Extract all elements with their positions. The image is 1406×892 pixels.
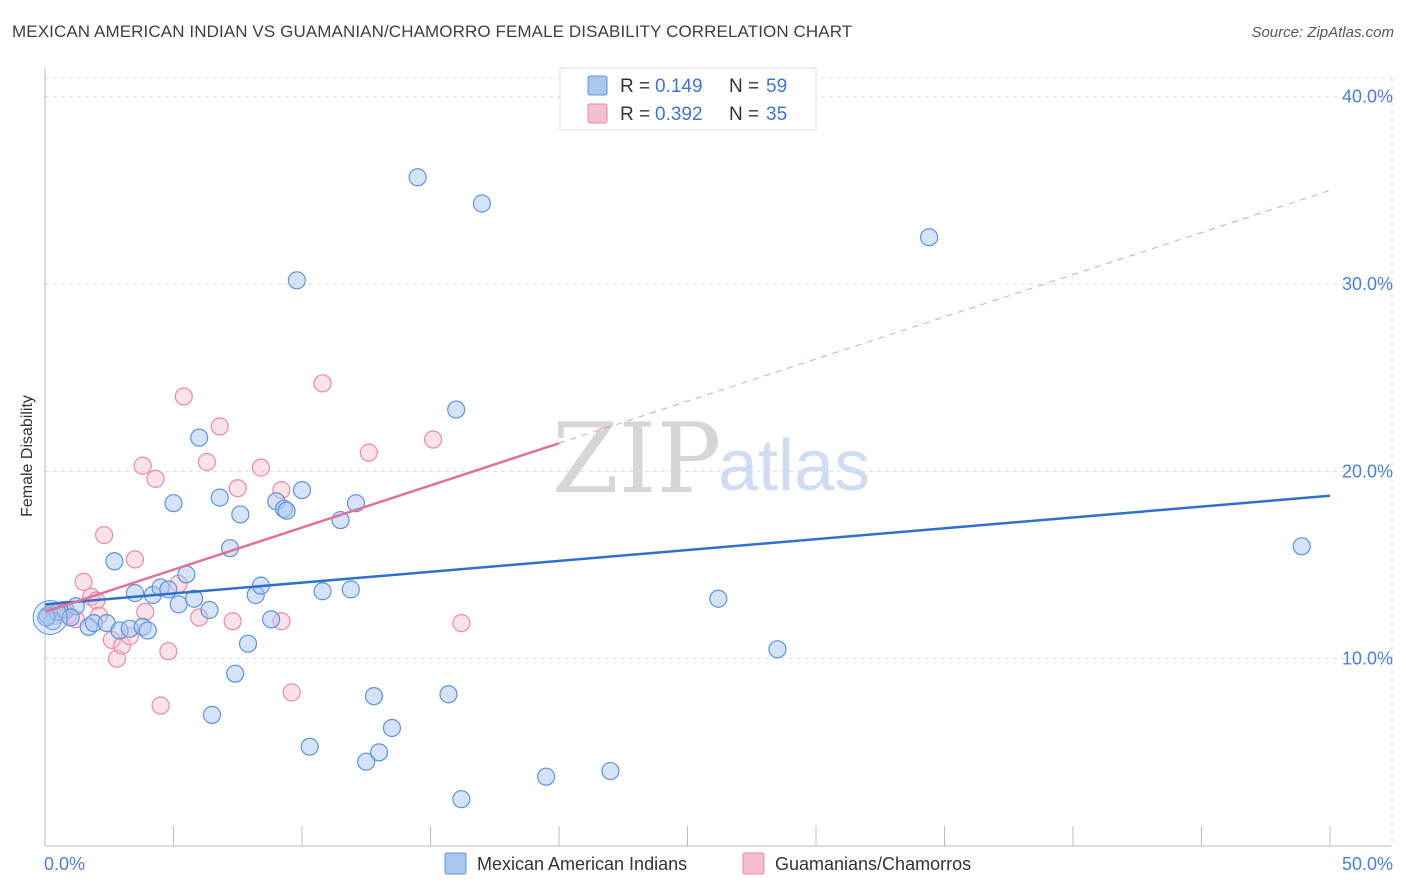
- data-point-mexican-american-indian: [105, 552, 124, 571]
- data-point-guamanian: [133, 456, 152, 475]
- legend-n-label: N =: [729, 104, 759, 125]
- data-point-mexican-american-indian: [768, 640, 787, 659]
- data-point-guamanian: [423, 430, 443, 449]
- data-point-mexican-american-indian: [292, 480, 312, 500]
- y-tick-label: 30.0%: [1342, 274, 1393, 294]
- data-point-mexican-american-indian: [262, 610, 281, 629]
- legend-swatch-blue: [587, 75, 608, 96]
- data-point-mexican-american-indian: [341, 580, 360, 599]
- x-tick-labels: 0.0% 50.0%: [44, 854, 1393, 874]
- data-point-mexican-american-indian: [439, 685, 458, 704]
- bottom-legend-label-pink: Guamanians/Chamorros: [775, 854, 971, 874]
- bottom-legend-swatch-blue: [444, 852, 467, 875]
- data-point-mexican-american-indian: [287, 271, 306, 290]
- y-tick-labels: 10.0% 20.0% 30.0% 40.0%: [1342, 87, 1393, 669]
- data-point-guamanian: [251, 458, 270, 477]
- trend-lines: [44, 189, 1331, 614]
- data-point-guamanian: [228, 479, 247, 498]
- legend-swatch-pink: [587, 103, 608, 124]
- data-point-mexican-american-indian: [37, 608, 56, 627]
- legend-n-value: 59: [766, 76, 787, 97]
- data-point-mexican-american-indian: [277, 501, 296, 520]
- data-point-guamanian: [210, 417, 229, 436]
- series-guamanians-points: [41, 374, 471, 715]
- data-point-guamanian: [74, 572, 93, 591]
- y-tick-label: 40.0%: [1342, 87, 1393, 107]
- source-label: Source: ZipAtlas.com: [1251, 24, 1394, 41]
- data-point-mexican-american-indian: [190, 428, 209, 447]
- legend-r-label: R =: [620, 76, 650, 97]
- watermark-atlas: atlas: [718, 426, 870, 506]
- data-point-mexican-american-indian: [370, 743, 389, 762]
- data-point-guamanian: [223, 612, 242, 631]
- data-point-mexican-american-indian: [447, 400, 466, 419]
- legend-n-value: 35: [766, 104, 787, 125]
- grid: [45, 77, 1393, 846]
- data-point-guamanian: [95, 525, 114, 545]
- axes: [44, 68, 1392, 847]
- data-point-guamanian: [174, 387, 193, 406]
- data-point-mexican-american-indian: [231, 505, 250, 524]
- data-point-mexican-american-indian: [919, 228, 939, 247]
- data-point-guamanian: [452, 613, 471, 633]
- data-point-mexican-american-indian: [184, 589, 204, 608]
- data-point-mexican-american-indian: [1292, 537, 1311, 556]
- legend: R = 0.149 N = 59 R = 0.392 N = 35: [559, 67, 817, 131]
- legend-r-value: 0.149: [655, 76, 703, 97]
- data-point-mexican-american-indian: [125, 584, 145, 603]
- data-point-mexican-american-indian: [364, 687, 384, 706]
- data-point-mexican-american-indian: [408, 168, 427, 187]
- data-point-guamanian: [136, 602, 155, 621]
- data-point-mexican-american-indian: [200, 600, 219, 620]
- x-tick-label: 0.0%: [44, 854, 85, 874]
- data-point-mexican-american-indian: [709, 589, 728, 608]
- data-point-mexican-american-indian: [452, 790, 471, 809]
- data-point-guamanian: [159, 642, 178, 661]
- data-point-guamanian: [125, 550, 145, 569]
- chart-title: MEXICAN AMERICAN INDIAN VS GUAMANIAN/CHA…: [12, 22, 853, 41]
- data-point-mexican-american-indian: [210, 488, 229, 507]
- data-point-mexican-american-indian: [537, 767, 556, 786]
- legend-r-label: R =: [620, 104, 650, 125]
- data-point-mexican-american-indian: [472, 194, 491, 213]
- bottom-legend: Mexican American Indians Guamanians/Cham…: [444, 852, 971, 875]
- legend-r-value: 0.392: [655, 104, 703, 125]
- data-point-mexican-american-indian: [169, 595, 188, 614]
- data-point-mexican-american-indian: [138, 621, 157, 640]
- trend-line-mexican-american-indians: [44, 494, 1331, 606]
- data-point-guamanian: [197, 452, 217, 472]
- data-point-mexican-american-indian: [300, 737, 319, 756]
- data-point-mexican-american-indian: [202, 705, 222, 724]
- legend-n-label: N =: [729, 76, 759, 97]
- y-tick-label: 20.0%: [1342, 461, 1393, 481]
- watermark-zip: ZIP: [552, 403, 721, 515]
- data-point-guamanian: [313, 374, 332, 393]
- data-point-guamanian: [146, 469, 165, 488]
- x-tick-label: 50.0%: [1342, 854, 1393, 874]
- data-point-guamanian: [359, 443, 378, 462]
- data-point-mexican-american-indian: [226, 664, 245, 683]
- data-point-mexican-american-indian: [382, 718, 402, 738]
- data-point-guamanian: [151, 696, 170, 715]
- y-tick-label: 10.0%: [1342, 649, 1393, 669]
- data-point-mexican-american-indian: [238, 634, 258, 653]
- data-point-mexican-american-indian: [601, 761, 620, 781]
- data-point-mexican-american-indian: [357, 752, 376, 771]
- data-point-mexican-american-indian: [164, 494, 183, 513]
- data-point-mexican-american-indian: [313, 582, 332, 601]
- bottom-legend-swatch-pink: [742, 852, 765, 875]
- trend-line-guamanians: [558, 189, 1331, 444]
- trend-line-guamanians: [44, 442, 560, 614]
- data-point-cluster: [32, 599, 68, 635]
- bottom-legend-label-blue: Mexican American Indians: [477, 854, 687, 874]
- data-point-guamanian: [282, 683, 301, 702]
- watermark: ZIP atlas: [552, 403, 870, 515]
